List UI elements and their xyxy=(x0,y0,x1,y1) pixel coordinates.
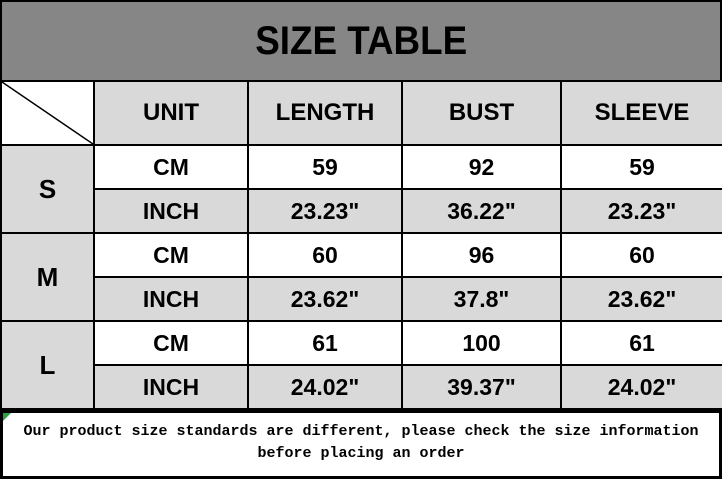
header-row: UNIT LENGTH BUST SLEEVE xyxy=(0,80,722,146)
green-corner-marker-icon xyxy=(3,413,11,421)
unit-cell: INCH xyxy=(93,364,249,410)
sleeve-cell: 61 xyxy=(560,320,722,366)
unit-cell: INCH xyxy=(93,276,249,322)
size-label-m: M xyxy=(0,232,95,322)
length-cell: 59 xyxy=(247,144,403,190)
length-cell: 60 xyxy=(247,232,403,278)
bust-cell: 100 xyxy=(401,320,562,366)
table-row-m-cm: M CM 60 96 60 xyxy=(0,232,722,322)
column-header-sleeve: SLEEVE xyxy=(560,80,722,146)
table-row-s-cm: S CM 59 92 59 xyxy=(0,144,722,234)
table-row-m-inch: INCH 23.62" 37.8" 23.62" xyxy=(1,276,722,322)
diagonal-header-cell xyxy=(0,80,95,146)
bust-cell: 37.8" xyxy=(401,276,562,322)
column-header-unit: UNIT xyxy=(93,80,249,146)
unit-cell: CM xyxy=(93,144,249,190)
unit-cell: CM xyxy=(93,320,249,366)
length-cell: 23.23" xyxy=(247,188,403,234)
length-cell: 24.02" xyxy=(247,364,403,410)
diagonal-line-icon xyxy=(2,82,93,144)
sleeve-cell: 23.23" xyxy=(560,188,722,234)
unit-cell: CM xyxy=(93,232,249,278)
title-banner: SIZE TABLE xyxy=(0,0,722,80)
page-title: SIZE TABLE xyxy=(255,18,467,63)
size-label-s: S xyxy=(0,144,95,234)
table-row-l-inch: INCH 24.02" 39.37" 24.02" xyxy=(1,364,722,410)
sleeve-cell: 24.02" xyxy=(560,364,722,410)
sleeve-cell: 23.62" xyxy=(560,276,722,322)
table-row-l-cm: L CM 61 100 61 xyxy=(0,320,722,410)
bust-cell: 96 xyxy=(401,232,562,278)
size-note-line: Our product size standards are different… xyxy=(23,423,699,440)
bust-cell: 36.22" xyxy=(401,188,562,234)
size-note-line: before placing an order xyxy=(257,445,465,462)
column-header-length: LENGTH xyxy=(247,80,403,146)
unit-cell: INCH xyxy=(93,188,249,234)
size-note: Our product size standards are different… xyxy=(0,410,722,479)
sleeve-cell: 60 xyxy=(560,232,722,278)
size-label-l: L xyxy=(0,320,95,410)
column-header-bust: BUST xyxy=(401,80,562,146)
length-cell: 23.62" xyxy=(247,276,403,322)
bust-cell: 39.37" xyxy=(401,364,562,410)
size-table: UNIT LENGTH BUST SLEEVE S CM 59 92 59 IN… xyxy=(0,80,722,410)
table-row-s-inch: INCH 23.23" 36.22" 23.23" xyxy=(1,188,722,234)
bust-cell: 92 xyxy=(401,144,562,190)
sleeve-cell: 59 xyxy=(560,144,722,190)
length-cell: 61 xyxy=(247,320,403,366)
